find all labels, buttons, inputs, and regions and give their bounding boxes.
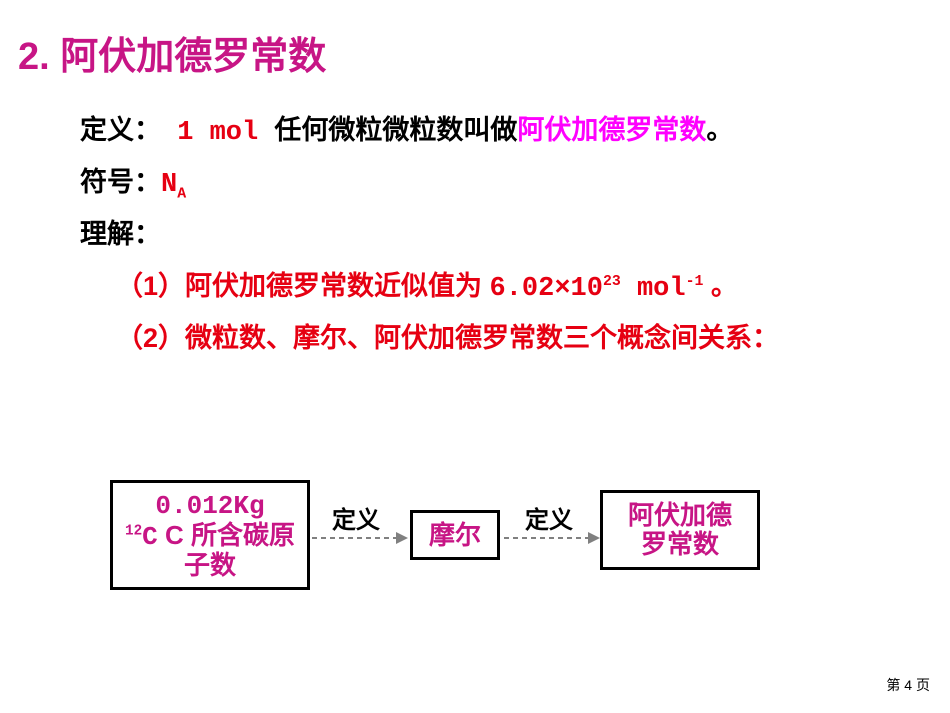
box3-l1: 阿伏加德 — [628, 500, 732, 530]
diagram-box-mole: 摩尔 — [410, 510, 500, 560]
diagram-box-carbon: 0.012Kg 12C C 所含碳原 子数 — [110, 480, 310, 590]
arrow-2-icon — [502, 528, 602, 548]
definition-line: 定义： 1 mol 任何微粒微粒数叫做阿伏加德罗常数。 — [80, 108, 733, 148]
understand-label: 理解： — [80, 212, 161, 251]
point-1: （1）阿伏加德罗常数近似值为 6.02×1023 mol-1 。 — [116, 264, 738, 304]
p1-prefix: （1）阿伏加德罗常数近似值为 — [116, 271, 490, 301]
concept-diagram: 0.012Kg 12C C 所含碳原 子数 定义 摩尔 定义 阿伏加德 罗常数 — [110, 480, 870, 620]
arrow-1-icon — [310, 528, 410, 548]
p1-end: 。 — [703, 271, 738, 301]
box3-l2: 罗常数 — [641, 529, 719, 559]
symbol-label: 符号： — [80, 167, 161, 197]
def-text: 任何微粒微粒数叫做 — [274, 115, 517, 145]
p1-value: 6.02×1023 mol-1 — [490, 274, 704, 304]
point-2: （2）微粒数、摩尔、阿伏加德罗常数三个概念间关系： — [116, 316, 779, 355]
def-end: 。 — [706, 115, 733, 145]
box1-l1: 0.012Kg — [155, 491, 264, 521]
def-highlight: 阿伏加德罗常数 — [517, 115, 706, 145]
symbol-line: 符号：NA — [80, 160, 186, 202]
diagram-box-avogadro: 阿伏加德 罗常数 — [600, 490, 760, 570]
box1-l3: 子数 — [184, 550, 236, 580]
box1-l2: 12C C 所含碳原 — [125, 520, 295, 550]
def-label: 定义： — [80, 115, 161, 145]
def-mol: 1 mol — [161, 118, 274, 148]
section-title: 2. 阿伏加德罗常数 — [18, 25, 326, 80]
symbol-value: NA — [161, 170, 186, 200]
page-number: 第 4 页 — [886, 675, 930, 695]
